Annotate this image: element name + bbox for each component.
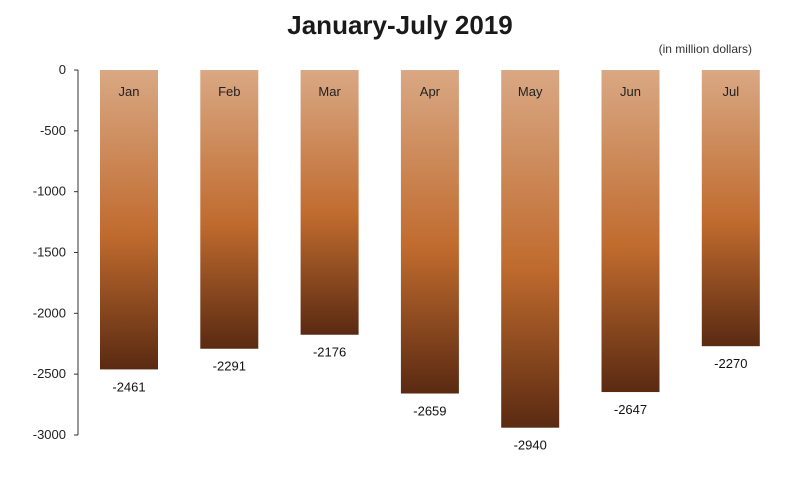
y-tick-label: -1000 [33, 184, 66, 199]
y-tick-label: -3000 [33, 427, 66, 442]
y-tick-label: -1500 [33, 245, 66, 260]
data-label: -2647 [614, 402, 647, 417]
category-label: Feb [218, 84, 240, 99]
bar-feb [200, 70, 259, 349]
y-tick-label: 0 [59, 62, 66, 77]
data-label: -2270 [714, 356, 747, 371]
data-label: -2659 [413, 404, 446, 419]
bar-apr [400, 70, 459, 394]
bar-jun [601, 70, 660, 393]
category-label: May [518, 84, 543, 99]
category-label: Jan [119, 84, 140, 99]
y-tick-label: -2500 [33, 366, 66, 381]
category-label: Jun [620, 84, 641, 99]
chart-title: January-July 2019 [287, 10, 513, 40]
y-tick-label: -500 [40, 123, 66, 138]
data-label: -2176 [313, 345, 346, 360]
data-label: -2461 [112, 379, 145, 394]
data-label: -2291 [213, 359, 246, 374]
y-tick-label: -2000 [33, 305, 66, 320]
bar-mar [300, 70, 359, 335]
category-label: Jul [722, 84, 739, 99]
chart-unit-note: (in million dollars) [658, 42, 752, 56]
bar-may [501, 70, 560, 428]
bar-jul [701, 70, 760, 347]
category-label: Mar [318, 84, 341, 99]
data-label: -2940 [514, 438, 547, 453]
category-label: Apr [420, 84, 441, 99]
bar-jan [100, 70, 158, 370]
